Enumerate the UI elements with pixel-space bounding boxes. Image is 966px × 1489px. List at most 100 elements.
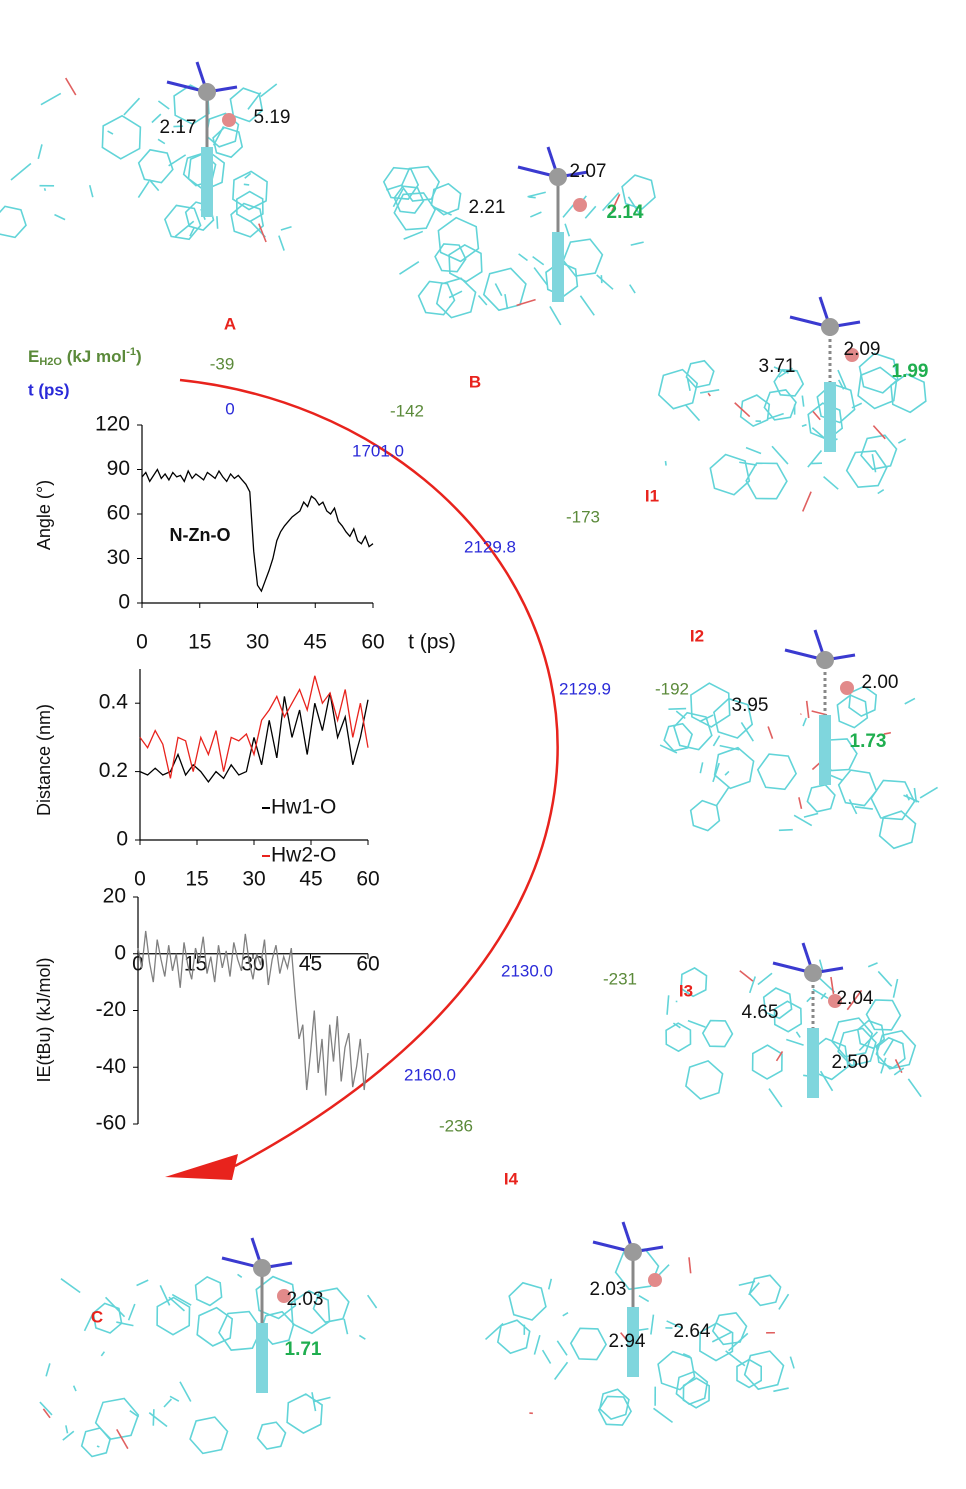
bond: [638, 1295, 650, 1303]
bond: [778, 828, 793, 832]
bond: [837, 369, 847, 390]
ring: [745, 462, 788, 500]
ring: [743, 1350, 785, 1391]
ring: [417, 280, 456, 316]
distance-label: 4.65: [742, 1002, 779, 1023]
bond: [904, 697, 916, 705]
distance-label: 2.09: [844, 339, 881, 360]
bond: [773, 1387, 789, 1393]
energy-close: ): [136, 347, 142, 366]
ring: [763, 389, 797, 421]
bond: [719, 744, 740, 751]
y-tick-label: 120: [95, 413, 130, 436]
ring: [393, 192, 437, 231]
bond: [728, 1332, 749, 1352]
x-tick-label: 15: [185, 868, 208, 891]
bond: [596, 274, 614, 290]
bond: [96, 1445, 100, 1448]
arrow-head: [165, 1154, 238, 1180]
ring: [736, 1358, 763, 1389]
ring: [837, 769, 878, 807]
bond: [715, 787, 730, 807]
bond: [533, 1334, 541, 1355]
bond: [907, 1078, 922, 1098]
bond: [812, 988, 829, 999]
bond: [151, 113, 162, 124]
ring: [163, 204, 202, 241]
ring: [435, 277, 477, 319]
panel-label: B: [469, 372, 481, 391]
bond: [40, 92, 62, 106]
bond: [54, 213, 66, 221]
ring: [657, 1350, 696, 1391]
ring: [685, 1059, 724, 1100]
bond: [168, 1296, 185, 1312]
x-tick-label: 30: [242, 868, 265, 891]
distance-label: 3.71: [759, 356, 796, 377]
x-tick-label: 30: [246, 631, 269, 654]
ring: [837, 1027, 877, 1067]
legend-label: Hw2-O: [271, 844, 336, 867]
ring: [80, 1427, 112, 1458]
bond: [739, 970, 754, 982]
bond: [179, 1381, 192, 1402]
y-tick-label: 0: [116, 828, 128, 851]
bond: [699, 714, 714, 723]
ring: [762, 987, 793, 1020]
bond: [243, 183, 250, 186]
bond: [528, 196, 536, 199]
bond: [812, 410, 821, 421]
bond: [123, 97, 141, 116]
ring: [657, 368, 699, 410]
ring: [748, 1274, 782, 1307]
distance-label: 2.00: [862, 672, 899, 693]
distance-label: 2.14: [607, 202, 644, 223]
bond: [562, 1311, 569, 1317]
distance-label: 1.73: [850, 731, 887, 752]
annotation: N-Zn-O: [170, 525, 231, 545]
energy-value: -173: [566, 507, 600, 526]
bond: [893, 1067, 905, 1076]
ring: [101, 114, 142, 160]
bond: [666, 1320, 684, 1330]
bond: [116, 1428, 129, 1450]
bond: [477, 294, 488, 306]
ring: [831, 1017, 874, 1058]
bond: [745, 446, 762, 455]
bond: [527, 191, 546, 198]
energy-sub: H2O: [39, 356, 62, 368]
ring: [751, 1044, 783, 1080]
ring: [598, 1388, 630, 1421]
water-o: [277, 1289, 291, 1303]
panel-label: I2: [690, 626, 704, 645]
ring: [689, 799, 721, 832]
bond: [129, 1410, 140, 1418]
distance-label: 2.64: [674, 1321, 711, 1342]
panel-label: I1: [645, 486, 659, 505]
zinc: [198, 83, 216, 101]
bond: [10, 162, 32, 181]
bond: [280, 225, 292, 231]
bond: [801, 423, 807, 427]
x-tick-label: 60: [361, 631, 384, 654]
bond: [712, 762, 720, 783]
ring: [0, 205, 27, 239]
bond: [247, 92, 262, 110]
data-line: [139, 675, 369, 779]
data-line: [141, 468, 374, 593]
bond: [700, 389, 720, 394]
bond: [672, 1022, 681, 1029]
ring: [682, 1377, 711, 1409]
bond: [62, 1430, 75, 1441]
energy-value: -39: [210, 354, 235, 373]
bond: [653, 1407, 674, 1424]
energy-value: -231: [603, 969, 637, 988]
energy-header: EH2O (kJ mol-1): [28, 346, 142, 368]
bond: [913, 787, 918, 803]
panel-label: A: [224, 314, 236, 333]
bond: [880, 1057, 887, 1074]
distance-label: 1.71: [285, 1339, 322, 1360]
bond: [867, 962, 878, 968]
